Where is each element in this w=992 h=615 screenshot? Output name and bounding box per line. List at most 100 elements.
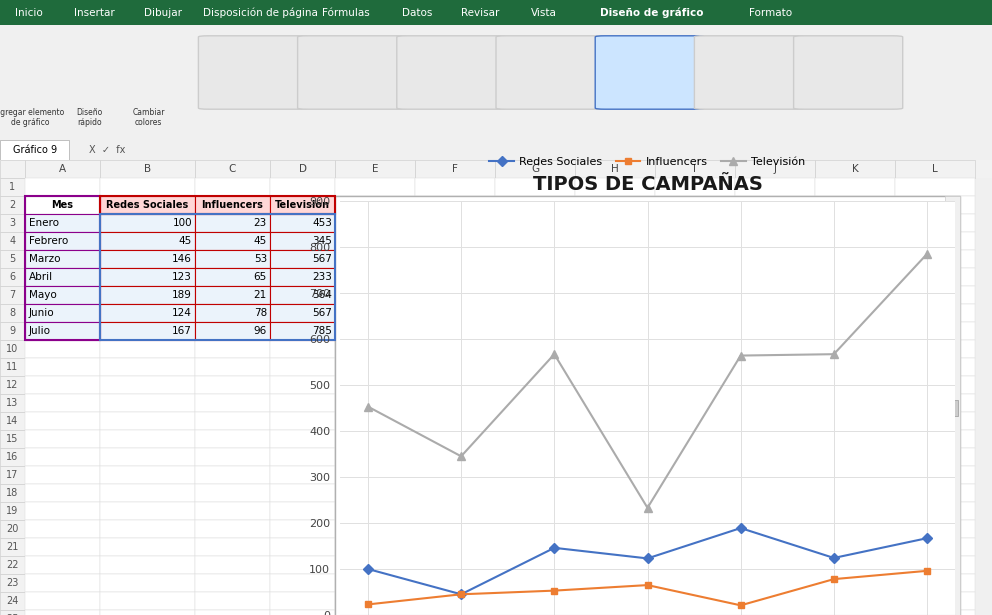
Text: 233: 233 xyxy=(312,272,332,282)
Bar xyxy=(575,196,655,214)
Text: Enero: Enero xyxy=(29,218,59,228)
Bar xyxy=(815,520,895,538)
Bar xyxy=(100,214,195,232)
Bar xyxy=(575,448,655,466)
Bar xyxy=(495,232,575,250)
Bar xyxy=(735,520,815,538)
Bar xyxy=(815,286,895,304)
Bar xyxy=(895,268,975,286)
Bar xyxy=(195,232,270,250)
Bar xyxy=(735,502,815,520)
Bar xyxy=(25,538,100,556)
Bar xyxy=(270,466,335,484)
Bar xyxy=(25,268,100,286)
Redes Sociales xyxy=(922,534,933,542)
Text: 16: 16 xyxy=(6,452,19,462)
Bar xyxy=(735,430,815,448)
Bar xyxy=(0,178,25,196)
Text: 19: 19 xyxy=(6,506,19,516)
Bar xyxy=(100,304,195,322)
Bar xyxy=(25,250,100,268)
Text: 11: 11 xyxy=(6,362,19,372)
Bar xyxy=(270,520,335,538)
Bar xyxy=(25,232,100,250)
Bar xyxy=(335,538,415,556)
Bar xyxy=(100,538,195,556)
Bar xyxy=(25,286,100,304)
Text: Vista: Vista xyxy=(531,7,557,17)
Bar xyxy=(270,556,335,574)
Bar xyxy=(815,196,895,214)
Line: Influencers: Influencers xyxy=(364,568,930,609)
Influencers xyxy=(828,576,840,583)
Bar xyxy=(495,250,575,268)
Televisión xyxy=(922,250,933,258)
Bar xyxy=(495,340,575,358)
Text: B: B xyxy=(144,164,151,174)
Bar xyxy=(655,250,735,268)
Text: Junio: Junio xyxy=(29,308,55,318)
Bar xyxy=(735,484,815,502)
Text: 10: 10 xyxy=(6,344,19,354)
Bar xyxy=(335,250,415,268)
Text: 23: 23 xyxy=(6,578,19,588)
Bar xyxy=(655,232,735,250)
Bar xyxy=(895,412,975,430)
Bar xyxy=(335,448,415,466)
Bar xyxy=(655,322,735,340)
Bar xyxy=(335,574,415,592)
Bar xyxy=(100,304,195,322)
Text: Disposición de página: Disposición de página xyxy=(203,7,318,18)
Text: 167: 167 xyxy=(173,326,192,336)
Bar xyxy=(335,340,415,358)
Bar xyxy=(195,610,270,615)
Bar xyxy=(495,196,575,214)
Bar xyxy=(270,196,335,214)
Bar xyxy=(25,430,100,448)
Bar xyxy=(735,286,815,304)
Bar xyxy=(100,376,195,394)
Bar xyxy=(270,430,335,448)
Bar xyxy=(25,448,100,466)
Bar xyxy=(335,412,415,430)
Bar xyxy=(335,286,415,304)
Bar xyxy=(100,214,335,340)
Bar xyxy=(195,232,270,250)
Bar xyxy=(575,484,655,502)
Bar xyxy=(0,538,25,556)
Bar xyxy=(0,214,25,232)
Bar xyxy=(335,160,415,178)
Text: 567: 567 xyxy=(312,308,332,318)
Bar xyxy=(895,520,975,538)
Bar xyxy=(195,430,270,448)
Bar xyxy=(655,520,735,538)
Text: 4: 4 xyxy=(10,236,16,246)
Text: H: H xyxy=(611,164,619,174)
Text: Gráfico 9: Gráfico 9 xyxy=(13,145,57,155)
Bar xyxy=(25,178,100,196)
Text: 124: 124 xyxy=(173,308,192,318)
Bar xyxy=(735,268,815,286)
Bar xyxy=(195,304,270,322)
Televisión xyxy=(828,351,840,358)
Bar xyxy=(895,484,975,502)
Bar xyxy=(655,574,735,592)
Bar xyxy=(895,466,975,484)
Bar xyxy=(495,394,575,412)
Bar xyxy=(815,268,895,286)
Bar xyxy=(335,466,415,484)
Bar xyxy=(495,484,575,502)
Bar xyxy=(415,160,495,178)
Text: 21: 21 xyxy=(254,290,267,300)
Text: C: C xyxy=(229,164,236,174)
Bar xyxy=(25,304,100,322)
Bar xyxy=(25,520,100,538)
Text: 12: 12 xyxy=(6,380,19,390)
FancyBboxPatch shape xyxy=(198,36,308,109)
Bar xyxy=(575,610,655,615)
Bar xyxy=(575,340,655,358)
Bar xyxy=(100,430,195,448)
Bar xyxy=(735,538,815,556)
Bar xyxy=(25,322,100,340)
Redes Sociales xyxy=(549,544,560,552)
